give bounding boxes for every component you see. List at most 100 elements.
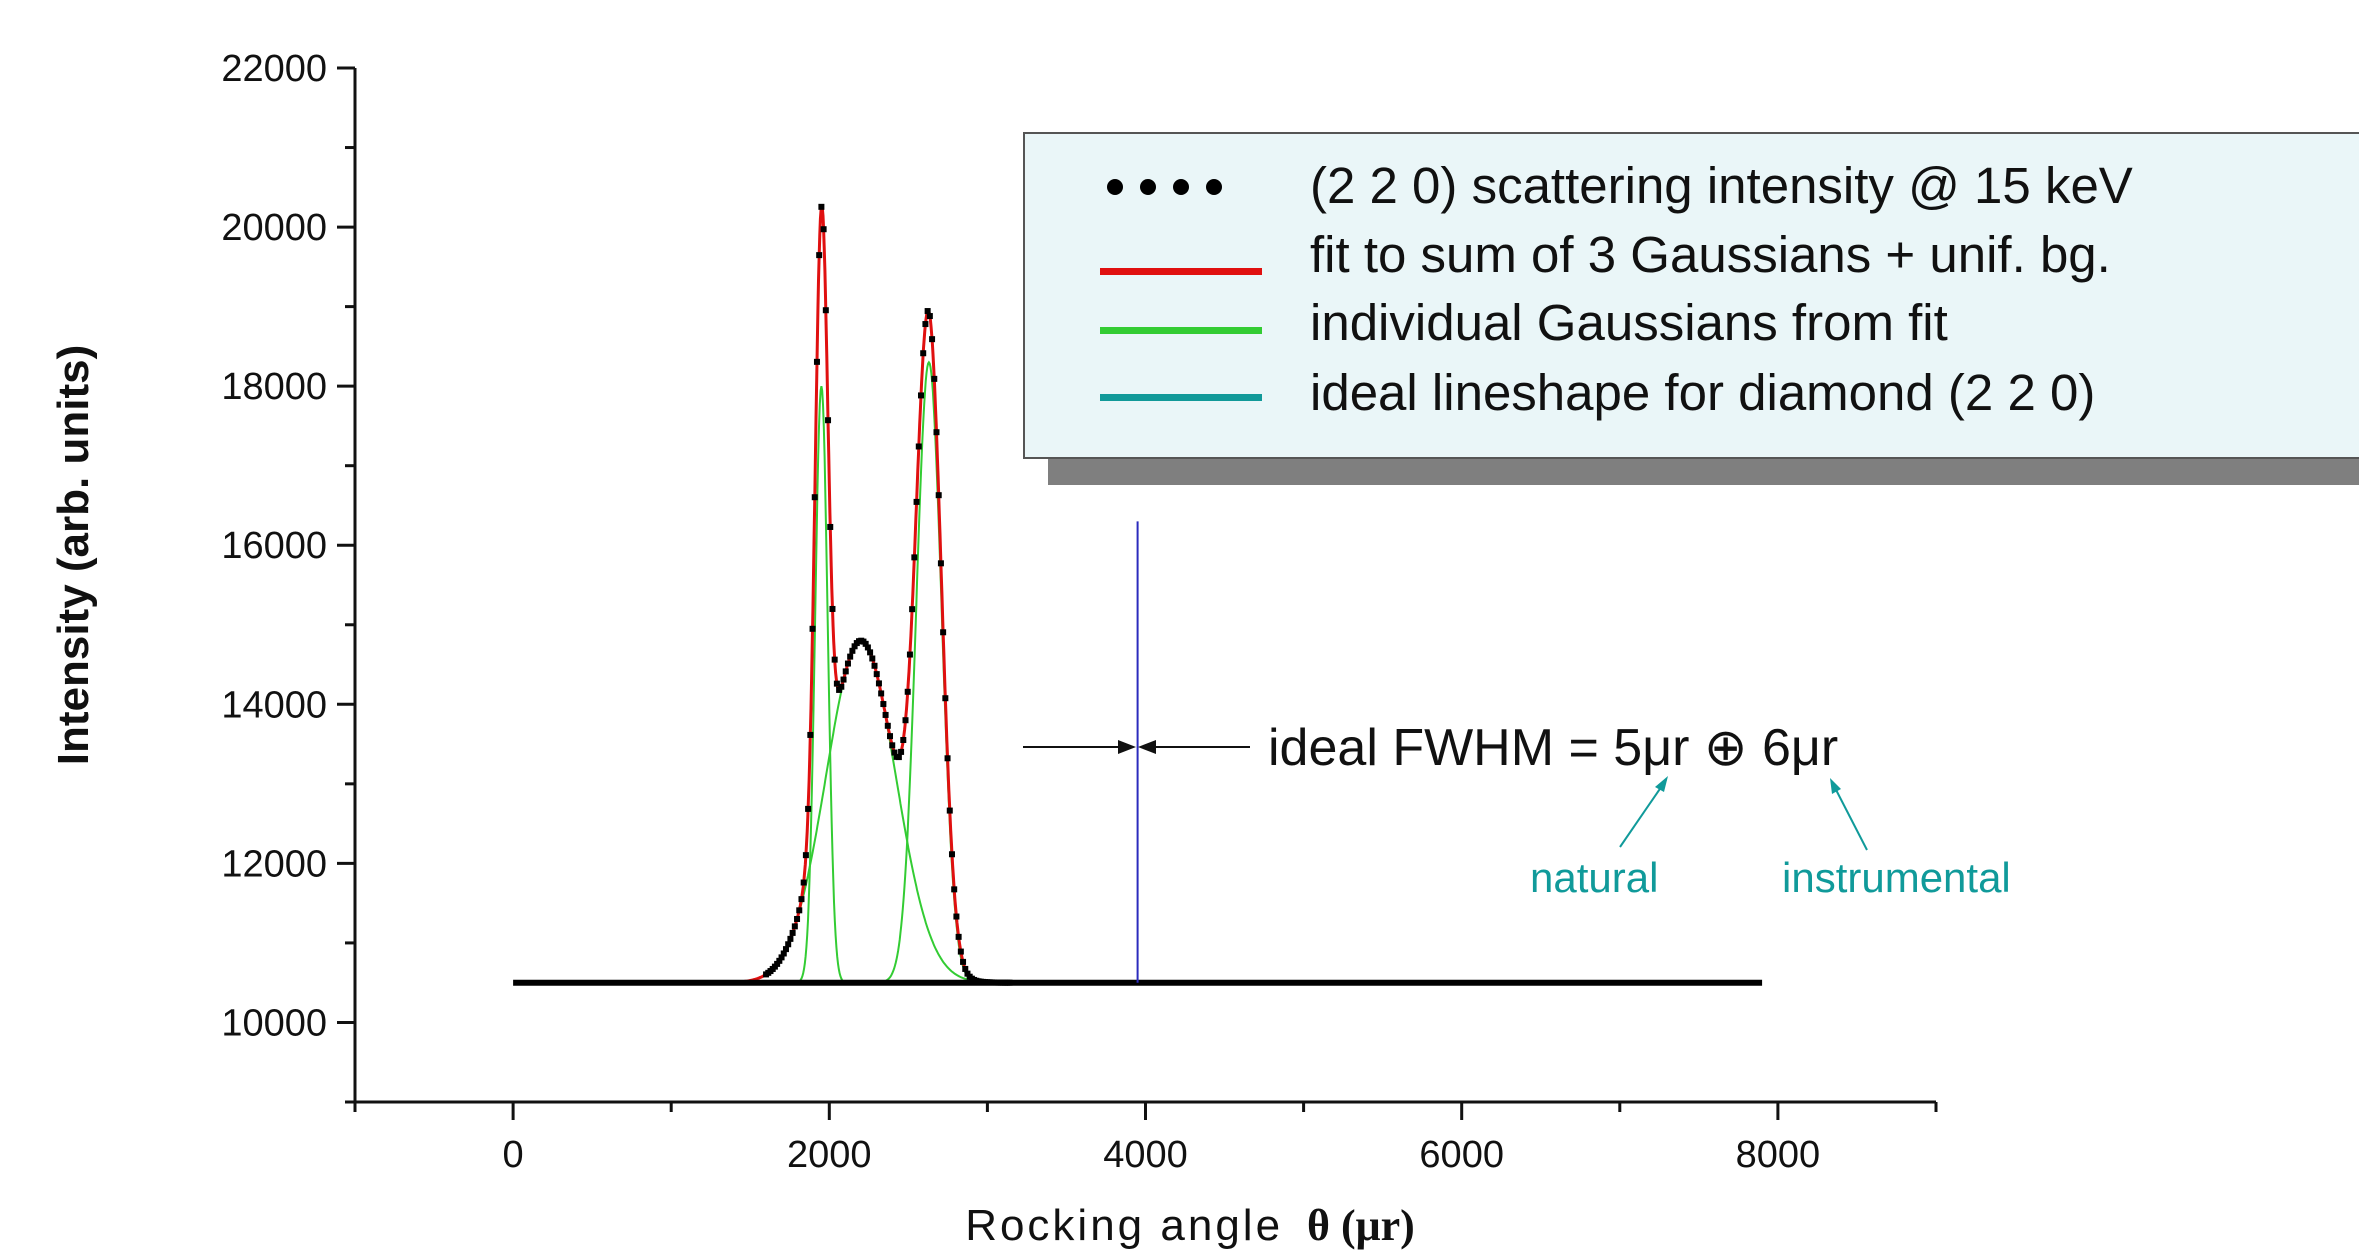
data-point	[873, 671, 880, 678]
axes: 10000 12000 14000 16000 18000 20000 22000 0 2000…	[221, 48, 1938, 1176]
instrumental-pointer	[1831, 781, 1868, 851]
data-point	[851, 643, 858, 650]
y-tick-label: 16000	[221, 525, 327, 567]
data-point	[902, 717, 909, 724]
y-tick-label: 22000	[221, 48, 327, 90]
legend-swatch-fit	[1100, 268, 1262, 275]
x-tick-label: 2000	[787, 1134, 872, 1176]
data-point	[962, 965, 969, 972]
legend-swatch-data-dot	[1206, 179, 1222, 195]
x-axis-title: Rocking angle θ (μr)	[965, 1201, 1415, 1250]
legend: (2 2 0) scattering intensity @ 15 keV fi…	[1023, 132, 2359, 485]
data-point	[957, 948, 964, 955]
fwhm-arrowhead-left	[1118, 740, 1136, 754]
natural-label: natural	[1530, 854, 1658, 901]
data-point	[964, 970, 971, 977]
instrumental-label: instrumental	[1782, 854, 2011, 901]
data-point	[791, 923, 798, 930]
data-point	[836, 686, 843, 693]
data-point	[831, 656, 838, 663]
x-tick-label: 0	[503, 1134, 524, 1176]
gaussian-component-3	[679, 360, 1067, 984]
gaussian-component-1	[679, 386, 1067, 984]
y-tick-label: 20000	[221, 207, 327, 249]
y-tick-label: 14000	[221, 684, 327, 726]
data-point	[796, 907, 803, 914]
data-point	[785, 941, 792, 948]
x-tick-label: 8000	[1736, 1134, 1821, 1176]
legend-swatch-gaussians	[1100, 327, 1262, 334]
data-point	[844, 660, 851, 667]
y-tick-label: 18000	[221, 366, 327, 408]
data-point	[862, 640, 869, 647]
data-point	[840, 676, 847, 683]
data-point	[898, 748, 905, 755]
legend-swatches	[1100, 179, 1262, 401]
data-point	[1006, 979, 1013, 986]
data-point	[811, 494, 818, 501]
data-point	[944, 755, 951, 762]
data-point	[849, 647, 856, 654]
data-point	[818, 203, 825, 210]
legend-box	[1023, 132, 2359, 459]
data-point	[825, 417, 832, 424]
data-point	[880, 701, 887, 708]
data-point	[891, 749, 898, 756]
data-point	[906, 651, 913, 658]
fit-curve	[718, 205, 1035, 985]
data-point	[951, 886, 958, 893]
data-point	[878, 690, 885, 697]
data-point	[833, 680, 840, 687]
data-point	[900, 736, 907, 743]
data-point	[802, 852, 809, 859]
data-point	[794, 915, 801, 922]
data-point	[917, 392, 924, 399]
instrumental-pointer-arrowhead	[1830, 778, 1841, 794]
legend-label-ideal: ideal lineshape for diamond (2 2 0)	[1310, 364, 2095, 421]
data-point	[875, 680, 882, 687]
legend-swatch-data-dot	[1173, 179, 1189, 195]
x-tick-label: 6000	[1419, 1134, 1504, 1176]
data-point	[813, 358, 820, 365]
data-point	[924, 308, 931, 315]
data-point	[915, 443, 922, 450]
data-point	[809, 625, 816, 632]
data-point	[937, 560, 944, 567]
data-point	[895, 754, 902, 761]
data-point	[778, 954, 785, 961]
data-point	[838, 683, 845, 690]
data-point	[782, 946, 789, 953]
data-point	[827, 523, 834, 530]
data-point	[807, 731, 814, 738]
data-point	[847, 653, 854, 660]
data-point	[871, 662, 878, 669]
data-point	[920, 350, 927, 357]
data-point	[787, 935, 794, 942]
data-point	[926, 313, 933, 320]
data-point	[805, 805, 812, 812]
gaussian-component-2	[679, 639, 1067, 984]
fwhm-label: ideal FWHM = 5μr ⊕ 6μr	[1268, 719, 1838, 777]
data-point	[780, 950, 787, 957]
y-tick-label: 12000	[221, 843, 327, 885]
data-point	[884, 722, 891, 729]
natural-pointer-arrowhead	[1655, 776, 1668, 792]
data-point	[864, 644, 871, 651]
data-point	[946, 807, 953, 814]
data-point	[909, 606, 916, 613]
data-point	[931, 375, 938, 382]
fwhm-annotation: ideal FWHM = 5μr ⊕ 6μr natural instrumen…	[1023, 719, 2011, 901]
legend-label-gaussians: individual Gaussians from fit	[1310, 294, 1948, 351]
data-point	[942, 695, 949, 702]
data-point	[955, 933, 962, 940]
data-point	[842, 668, 849, 675]
data-point	[867, 649, 874, 656]
data-point	[929, 336, 936, 343]
x-tick-label: 4000	[1103, 1134, 1188, 1176]
data-point	[889, 742, 896, 749]
x-axis-title-text: Rocking angle	[965, 1201, 1283, 1250]
natural-pointer	[1619, 779, 1667, 848]
data-point	[922, 321, 929, 328]
data-point	[798, 896, 805, 903]
